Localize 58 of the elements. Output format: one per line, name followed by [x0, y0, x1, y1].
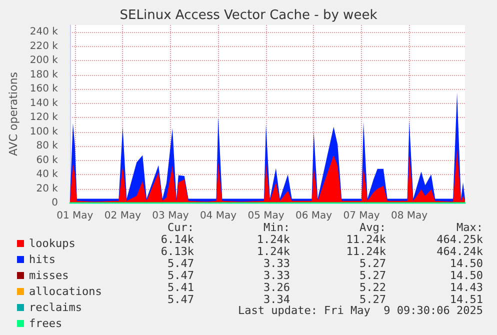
- text: 6.13k: [160, 245, 194, 258]
- text: Cur:: [168, 221, 194, 234]
- text: 14.50: [450, 257, 484, 270]
- text: 6.14k: [160, 233, 194, 246]
- x-tick-label: 01 May: [56, 210, 94, 222]
- text: Last update: Fri May 9 09:30:06 2025: [238, 304, 484, 317]
- chart-title: SELinux Access Vector Cache - by week: [120, 8, 378, 23]
- x-tick-label: 04 May: [200, 210, 237, 222]
- text: 5.47: [168, 257, 194, 270]
- y-tick-label: 100 k: [30, 126, 58, 138]
- x-tick-label: 08 May: [390, 210, 428, 222]
- y-tick-label: 220 k: [30, 40, 58, 52]
- y-tick-label: 60 k: [36, 154, 58, 166]
- x-tick-label: 03 May: [152, 210, 189, 222]
- text: 5.47: [168, 293, 194, 306]
- text: 3.34: [264, 293, 290, 306]
- text: 11.24k: [346, 233, 386, 246]
- text: 5.47: [168, 269, 194, 282]
- y-tick-label: 40 k: [36, 169, 58, 180]
- y-tick-label: 160 k: [30, 84, 58, 95]
- text: 1.24k: [256, 233, 290, 246]
- text: 14.50: [450, 269, 484, 282]
- x-tick-label: 05 May: [248, 210, 284, 222]
- legend-label: lookups: [29, 237, 76, 250]
- text: 5.27: [360, 257, 386, 270]
- text: 464.25k: [436, 233, 484, 246]
- x-tick-label: 06 May: [295, 210, 332, 222]
- text: Avg:: [360, 221, 386, 234]
- text: 3.33: [264, 269, 290, 282]
- text: 464.24k: [436, 245, 484, 258]
- text: 1.24k: [256, 245, 290, 258]
- text: 5.22: [360, 281, 386, 294]
- y-tick-label: 20 k: [36, 183, 58, 194]
- text: 3.33: [264, 257, 290, 270]
- text: 11.24k: [346, 245, 386, 258]
- y-tick-label: 140 k: [30, 98, 58, 109]
- legend-label: misses: [29, 269, 69, 282]
- text: 5.41: [168, 281, 194, 294]
- legend-label: hits: [29, 253, 56, 266]
- y-tick-label: 200 k: [30, 55, 58, 66]
- legend-label: allocations: [29, 285, 102, 298]
- x-tick-label: 07 May: [343, 210, 380, 222]
- text: 5.27: [360, 293, 386, 306]
- text: 14.51: [450, 293, 484, 306]
- y-tick-label: 240 k: [30, 26, 58, 38]
- text: 14.43: [450, 281, 484, 294]
- x-tick-label: 02 May: [104, 210, 142, 222]
- legend-label: frees: [29, 317, 62, 330]
- legend-label: reclaims: [29, 301, 82, 314]
- y-tick-label: 80 k: [36, 140, 58, 152]
- y-tick-label: 180 k: [30, 69, 58, 80]
- y-tick-label: 0: [52, 198, 58, 208]
- text: Max:: [456, 221, 484, 234]
- text: 3.26: [264, 281, 290, 294]
- text: Min:: [264, 221, 290, 234]
- y-axis-title: AVC operations: [7, 72, 20, 156]
- text: 5.27: [360, 269, 386, 282]
- y-tick-label: 120 k: [30, 112, 58, 124]
